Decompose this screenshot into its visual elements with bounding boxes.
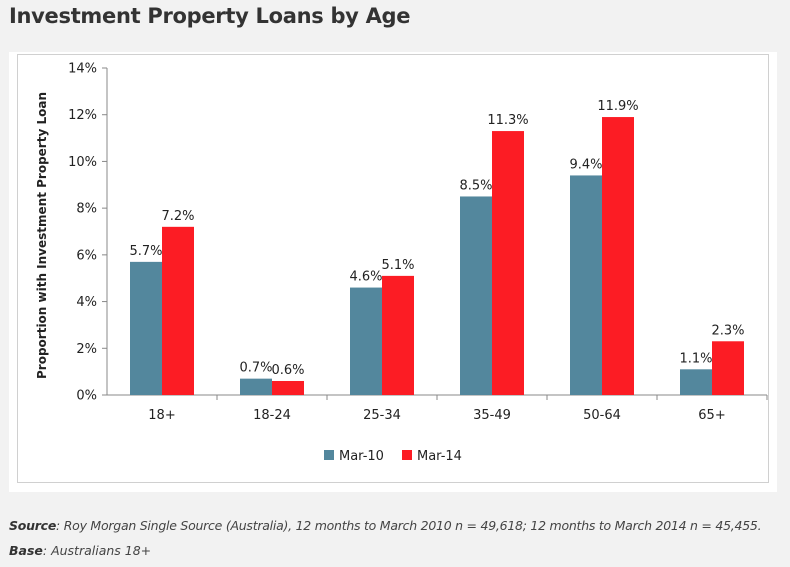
bar-mar-10-35-49 — [460, 196, 492, 395]
legend-swatch-mar-10 — [324, 450, 334, 460]
bar-mar-10-25-34 — [350, 287, 382, 395]
y-tick-label: 14% — [68, 62, 97, 77]
data-label: 5.1% — [381, 258, 414, 273]
data-label: 11.3% — [487, 113, 528, 128]
y-tick-label: 6% — [76, 248, 97, 263]
y-tick-label: 10% — [68, 155, 97, 170]
base-note: Base: Australians 18+ — [9, 543, 151, 558]
y-tick-label: 8% — [76, 202, 97, 217]
bar-mar-14-25-34 — [382, 275, 414, 395]
data-label: 5.7% — [129, 244, 162, 259]
source-label: Source — [9, 518, 57, 533]
base-label: Base — [9, 543, 43, 558]
x-tick-label: 18+ — [148, 408, 175, 423]
chart-frame: 0% 2% 4% 6% 8% 10% 12% 14% Proportion with Inves… — [9, 52, 777, 492]
data-label: 0.6% — [271, 363, 304, 378]
bar-mar-10-18+ — [130, 261, 162, 395]
source-text: : Roy Morgan Single Source (Australia), … — [56, 518, 762, 533]
bar-mar-10-65+ — [680, 369, 712, 395]
legend-label: Mar-14 — [417, 449, 462, 464]
y-tick-label: 2% — [76, 342, 97, 357]
x-tick-label: 65+ — [698, 408, 725, 423]
bar-mar-14-18-24 — [272, 380, 304, 395]
data-label: 8.5% — [459, 178, 492, 193]
x-tick-label: 35-49 — [473, 408, 511, 423]
x-tick-label: 18-24 — [253, 408, 291, 423]
bar-mar-10-18-24 — [240, 378, 272, 395]
legend-swatch-mar-14 — [402, 450, 412, 460]
data-label: 1.1% — [679, 351, 712, 366]
x-tick-label: 25-34 — [363, 408, 401, 423]
data-label: 4.6% — [349, 270, 382, 285]
y-tick-label: 12% — [68, 108, 97, 123]
data-label: 2.3% — [711, 323, 744, 338]
bar-chart: 0% 2% 4% 6% 8% 10% 12% 14% Proportion with Inves… — [17, 54, 769, 483]
bar-mar-14-35-49 — [492, 131, 524, 396]
page-title: Investment Property Loans by Age — [9, 4, 411, 28]
bar-mar-14-65+ — [712, 341, 744, 395]
legend-label: Mar-10 — [339, 449, 384, 464]
source-note: Source: Roy Morgan Single Source (Austra… — [9, 518, 762, 533]
bar-mar-14-18+ — [162, 226, 194, 395]
x-tick-label: 50-64 — [583, 408, 621, 423]
data-label: 0.7% — [239, 361, 272, 376]
y-tick-label: 0% — [76, 389, 97, 404]
data-label: 11.9% — [597, 99, 638, 114]
data-label: 7.2% — [161, 209, 194, 224]
y-tick-label: 4% — [76, 295, 97, 310]
bar-mar-10-50-64 — [570, 175, 602, 395]
bar-mar-14-50-64 — [602, 117, 634, 396]
y-axis-title: Proportion with Investment Property Loan — [35, 92, 49, 379]
base-text: : Australians 18+ — [42, 543, 152, 558]
data-label: 9.4% — [569, 157, 602, 172]
